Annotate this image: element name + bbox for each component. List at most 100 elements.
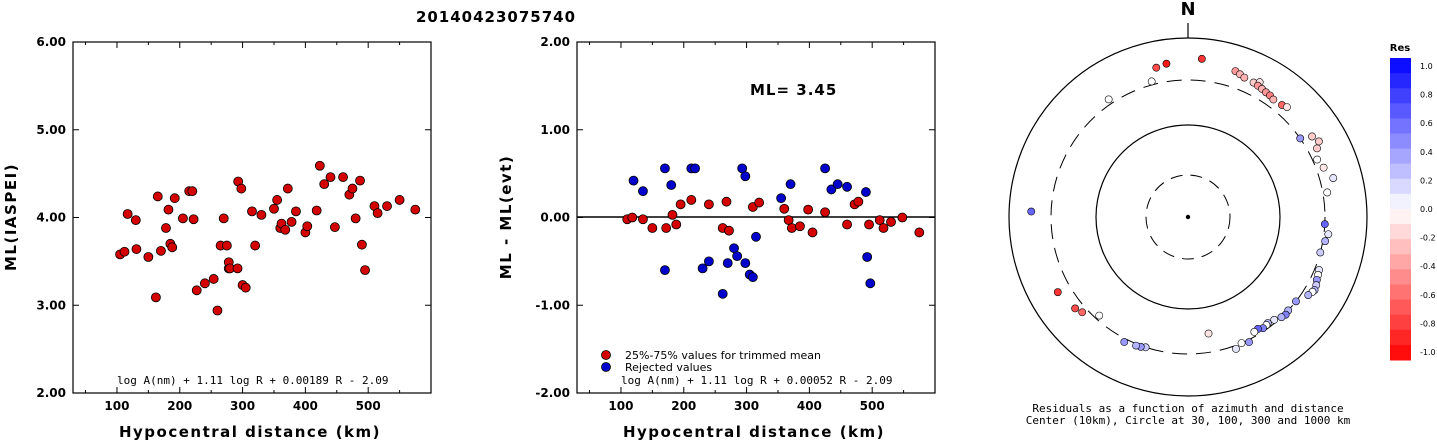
data-point (740, 258, 751, 269)
data-point (627, 212, 638, 223)
station-point (1232, 344, 1240, 353)
data-point (671, 219, 682, 230)
station-point (1027, 207, 1036, 216)
colorbar-cell (1390, 88, 1411, 104)
y-tick-label: 6.00 (36, 35, 66, 49)
station-point (1316, 248, 1325, 257)
data-point (212, 305, 223, 316)
colorbar-cell (1390, 209, 1411, 225)
colorbar-tick-label: -0.2 (1420, 234, 1436, 243)
x-tick-label: 400 (293, 399, 318, 413)
figure-title: 20140423075740 (416, 8, 576, 26)
equation-label: log A(nm) + 1.11 log R + 0.00052 R - 2.0… (621, 374, 893, 387)
data-point (272, 195, 283, 205)
data-point (803, 204, 814, 215)
y-axis-label: ML(IASPEI) (2, 163, 20, 271)
data-point (724, 225, 734, 236)
data-point (338, 172, 348, 183)
residual-scatter-panel: 100 200 300 400 500 -2.00 -1.00 0.00 1.00 2.00 ML… (497, 35, 936, 441)
station-point (1324, 230, 1333, 239)
data-point (721, 196, 732, 207)
station-point (1313, 155, 1322, 164)
station-point (1321, 237, 1330, 246)
data-point (638, 214, 648, 225)
colorbar-tick-label: 0.2 (1420, 176, 1433, 185)
colorbar-cell (1390, 314, 1411, 331)
data-point (280, 224, 291, 235)
station-point (1270, 315, 1279, 324)
data-point (131, 244, 142, 254)
data-point (661, 223, 672, 233)
colorbar-tick-label: -1.0 (1420, 348, 1436, 357)
y-axis-label: ML - ML(evt) (497, 155, 515, 279)
data-point (660, 265, 670, 276)
residual-colorbar: Res 1.0 0.8 0.6 0.4 0.2 0.0 -0.2 -0.4 -0.6 -0.8 -1… (1390, 43, 1436, 361)
data-point (785, 179, 796, 190)
colorbar-cell (1390, 73, 1411, 89)
data-point (807, 227, 818, 238)
data-point (820, 163, 830, 174)
station-point (1245, 338, 1253, 347)
colorbar-cell (1390, 224, 1411, 240)
station-point (1319, 163, 1328, 172)
data-point (161, 223, 171, 233)
station-point (1152, 63, 1161, 72)
station-point (1053, 288, 1062, 297)
x-tick-label: 500 (860, 399, 885, 413)
data-point (842, 219, 852, 230)
colorbar-cell (1390, 254, 1411, 270)
data-point (314, 160, 325, 171)
data-point (250, 240, 261, 251)
data-point (232, 263, 243, 274)
data-point (122, 209, 133, 219)
range-circle-100km (1095, 124, 1281, 310)
station-point (1296, 134, 1305, 143)
data-point (247, 206, 257, 217)
data-point (236, 183, 247, 194)
colorbar-cell (1390, 284, 1411, 301)
colorbar-tick-label: 0.6 (1420, 119, 1433, 128)
data-point (878, 223, 889, 233)
data-point (256, 209, 267, 220)
colorbar-cell (1390, 344, 1411, 361)
data-point (842, 181, 852, 192)
data-point (690, 163, 700, 174)
legend-label-trimmed: 25%-75% values for trimmed mean (625, 349, 821, 362)
polar-residual-panel: N Residuals as a function of azimuth and… (1008, 0, 1368, 427)
x-tick-label: 400 (797, 399, 822, 413)
y-tick-label: 5.00 (36, 123, 66, 137)
data-point (119, 246, 130, 257)
data-point (360, 265, 370, 276)
data-point (319, 179, 330, 190)
ml-value-label: ML= 3.45 (750, 81, 837, 99)
data-point (325, 172, 336, 183)
data-point (914, 227, 925, 238)
colorbar-tick-label: 0.4 (1420, 148, 1433, 157)
data-point (703, 256, 714, 267)
colorbar-tick-label: 0.0 (1420, 205, 1433, 214)
data-point (143, 252, 154, 262)
data-point (372, 208, 383, 219)
colorbar-cell (1390, 163, 1411, 180)
data-point (864, 219, 874, 230)
colorbar-tick-label: 0.8 (1420, 91, 1433, 100)
station-point (1147, 77, 1156, 86)
colorbar-tick-label: 1.0 (1420, 62, 1433, 71)
data-point (208, 274, 219, 284)
data-point (820, 207, 830, 218)
legend-label-rejected: Rejected values (625, 361, 712, 374)
center-dot (1185, 214, 1191, 220)
colorbar-cell (1390, 118, 1411, 134)
data-point (776, 193, 787, 204)
data-point (786, 223, 797, 233)
x-tick-label: 200 (671, 399, 696, 413)
station-point (1329, 174, 1338, 182)
data-point (628, 175, 639, 186)
data-point (218, 213, 229, 224)
data-point (199, 278, 210, 289)
y-tick-label: 2.00 (36, 386, 66, 400)
data-point (795, 221, 805, 232)
data-point (703, 199, 714, 210)
data-point (221, 240, 232, 251)
